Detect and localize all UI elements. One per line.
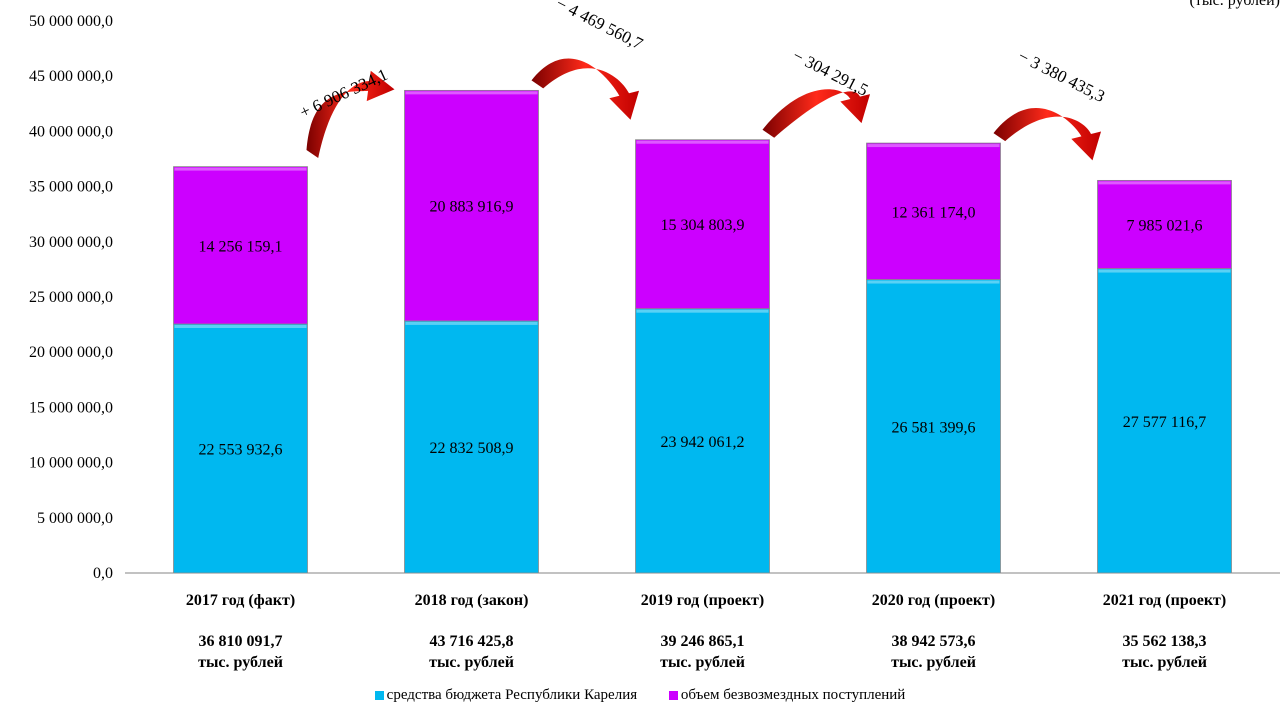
bar-highlight xyxy=(636,309,769,313)
bar-budget xyxy=(404,320,539,574)
axes: 0,0 5 000 000,0 10 000 000,0 15 000 000,0 20… xyxy=(29,13,1280,582)
data-label: 20 883 916,9 xyxy=(430,199,514,216)
bar-transfers xyxy=(635,139,770,310)
data-label: 22 553 932,6 xyxy=(199,442,283,459)
total-value-label: 43 716 425,8 xyxy=(430,633,514,650)
y-tick-label: 40 000 000,0 xyxy=(29,123,113,140)
bars xyxy=(173,89,1232,574)
bar-highlight xyxy=(405,321,538,325)
total-value-label: 39 246 865,1 xyxy=(661,633,745,650)
data-label: 14 256 159,1 xyxy=(199,238,283,255)
bar-budget xyxy=(1097,268,1232,574)
change-arrow xyxy=(762,89,871,138)
y-tick-label: 5 000 000,0 xyxy=(37,510,113,527)
total-unit-label: тыс. рублей xyxy=(891,654,976,671)
y-tick-label: 15 000 000,0 xyxy=(29,399,113,416)
y-tick-label: 35 000 000,0 xyxy=(29,179,113,196)
change-label: − 3 380 435,3 xyxy=(1015,46,1108,106)
bar-transfers xyxy=(173,166,308,325)
total-value-label: 38 942 573,6 xyxy=(892,633,976,650)
bar-highlight xyxy=(1098,181,1231,185)
bar-budget xyxy=(635,308,770,574)
data-label: 26 581 399,6 xyxy=(892,419,976,436)
unit-note: (тыс. рублей) xyxy=(1189,0,1280,9)
data-label: 23 942 061,2 xyxy=(661,434,745,451)
y-tick-label: 50 000 000,0 xyxy=(29,13,113,30)
legend-item-budget: средства бюджета Республики Карелия xyxy=(374,687,638,704)
total-unit-label: тыс. рублей xyxy=(660,654,745,671)
data-label: 27 577 116,7 xyxy=(1123,414,1206,431)
x-category-label: 2021 год (проект) xyxy=(1103,592,1226,609)
bar-highlight xyxy=(636,140,769,144)
total-unit-label: тыс. рублей xyxy=(198,654,283,671)
y-tick-label: 25 000 000,0 xyxy=(29,289,113,306)
data-label: 12 361 174,0 xyxy=(892,204,976,221)
legend: средства бюджета Республики Карелия объе… xyxy=(0,687,1280,705)
x-category-label: 2020 год (проект) xyxy=(872,592,995,609)
y-tick-label: 10 000 000,0 xyxy=(29,455,113,472)
x-category-label: 2018 год (закон) xyxy=(415,592,529,609)
legend-item-transfers: объем безвозмездных поступлений xyxy=(668,687,906,704)
x-category-label: 2019 год (проект) xyxy=(641,592,764,609)
bar-transfers xyxy=(1097,179,1232,269)
y-tick-label: 0,0 xyxy=(93,565,113,582)
bar-budget xyxy=(866,279,1001,574)
total-value-label: 35 562 138,3 xyxy=(1123,633,1207,650)
y-tick-label: 20 000 000,0 xyxy=(29,344,113,361)
legend-swatch-transfers xyxy=(668,691,678,700)
total-value-label: 36 810 091,7 xyxy=(199,633,283,650)
y-tick-label: 45 000 000,0 xyxy=(29,68,113,85)
legend-label-transfers: объем безвозмездных поступлений xyxy=(680,687,906,703)
change-arrow xyxy=(531,58,640,120)
bar-highlight xyxy=(405,91,538,95)
bar-transfers xyxy=(404,89,539,322)
bar-highlight xyxy=(174,325,307,329)
y-tick-label: 30 000 000,0 xyxy=(29,234,113,251)
legend-swatch-budget xyxy=(374,691,384,700)
bar-transfers xyxy=(866,142,1001,280)
change-arrow xyxy=(993,108,1102,161)
change-arrows xyxy=(306,58,1102,161)
legend-label-budget: средства бюджета Республики Карелия xyxy=(386,687,638,703)
x-category-label: 2017 год (факт) xyxy=(186,592,295,609)
bar-highlight xyxy=(1098,269,1231,273)
change-label: − 4 469 560,7 xyxy=(553,0,646,54)
data-label: 7 985 021,6 xyxy=(1127,217,1203,234)
change-arrow xyxy=(306,70,395,158)
data-label: 15 304 803,9 xyxy=(661,217,745,234)
bar-highlight xyxy=(867,280,1000,284)
total-unit-label: тыс. рублей xyxy=(1122,654,1207,671)
bar-highlight xyxy=(174,167,307,171)
data-label: 22 832 508,9 xyxy=(430,440,514,457)
bar-budget xyxy=(173,323,308,574)
bar-highlight xyxy=(867,144,1000,148)
total-unit-label: тыс. рублей xyxy=(429,654,514,671)
